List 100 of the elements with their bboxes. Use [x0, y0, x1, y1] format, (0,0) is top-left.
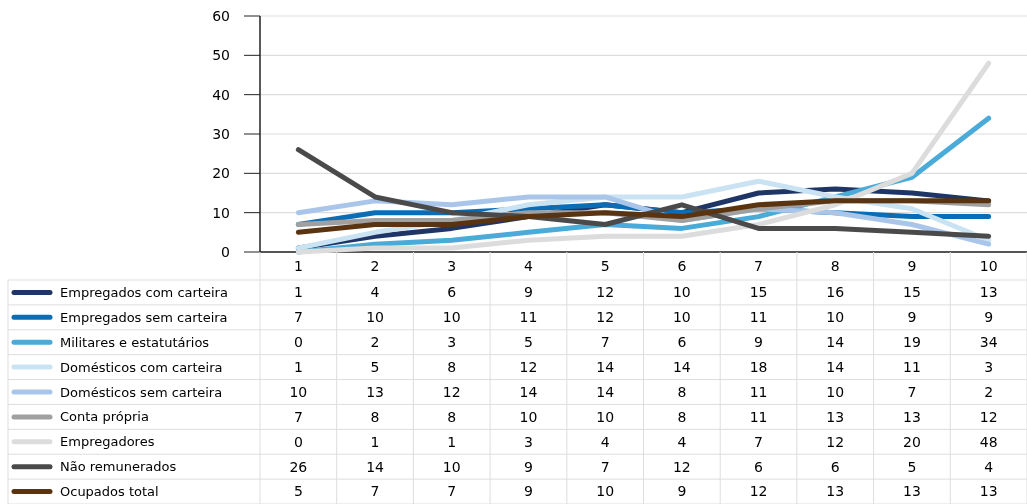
- x-tick-label: 4: [523, 257, 533, 274]
- data-label: 13: [366, 383, 384, 400]
- data-label: 10: [596, 408, 615, 425]
- data-label: 16: [826, 284, 845, 301]
- data-label: 10: [672, 284, 691, 301]
- data-label: 14: [519, 383, 538, 400]
- data-label: 10: [289, 383, 308, 400]
- legend-label: Empregados com carteira: [60, 284, 228, 300]
- data-label: 5: [293, 483, 303, 500]
- data-label: 13: [826, 408, 845, 425]
- data-label: 10: [826, 383, 845, 400]
- data-label: 11: [749, 309, 768, 326]
- data-label: 26: [289, 458, 308, 475]
- legend-label: Domésticos com carteira: [60, 359, 223, 375]
- data-label: 5: [907, 458, 917, 475]
- data-label: 4: [600, 433, 610, 450]
- y-tick-label: 60: [212, 7, 230, 24]
- data-label: 5: [370, 359, 380, 376]
- x-tick-label: 2: [370, 257, 380, 274]
- data-label: 11: [749, 383, 768, 400]
- data-label: 13: [903, 483, 921, 500]
- data-label: 9: [677, 483, 687, 500]
- data-label: 7: [754, 433, 764, 450]
- data-label: 13: [979, 284, 998, 301]
- legend-label: Domésticos sem carteira: [60, 384, 223, 400]
- data-label: 7: [600, 458, 610, 475]
- legend-label: Não remunerados: [60, 459, 177, 475]
- legend-label: Empregadores: [60, 434, 155, 450]
- legend-label: Conta própria: [60, 409, 149, 425]
- data-label: 6: [677, 334, 687, 351]
- data-label: 8: [677, 408, 687, 425]
- data-label: 3: [984, 359, 994, 376]
- data-label: 3: [447, 334, 457, 351]
- legend-label: Empregados sem carteira: [60, 309, 228, 325]
- data-label: 12: [672, 458, 691, 475]
- data-label: 9: [523, 458, 533, 475]
- data-label: 15: [749, 284, 768, 301]
- data-label: 6: [754, 458, 764, 475]
- data-label: 8: [447, 408, 457, 425]
- x-tick-label: 9: [907, 257, 917, 274]
- data-label: 6: [830, 458, 840, 475]
- data-label: 10: [519, 408, 538, 425]
- data-label: 9: [523, 483, 533, 500]
- data-label: 34: [979, 334, 998, 351]
- data-label: 48: [979, 433, 998, 450]
- data-label: 1: [370, 433, 380, 450]
- y-tick-label: 50: [212, 47, 230, 64]
- x-tick-label: 7: [754, 257, 764, 274]
- data-label: 11: [519, 309, 538, 326]
- y-tick-label: 20: [212, 165, 230, 182]
- data-label: 10: [672, 309, 691, 326]
- data-label: 14: [596, 383, 615, 400]
- data-label: 7: [370, 483, 380, 500]
- y-tick-label: 40: [212, 86, 230, 103]
- data-label: 13: [826, 483, 845, 500]
- data-label: 20: [903, 433, 921, 450]
- data-label: 14: [672, 359, 691, 376]
- x-tick-label: 3: [447, 257, 457, 274]
- data-label: 12: [826, 433, 845, 450]
- data-label: 3: [523, 433, 533, 450]
- data-label: 4: [984, 458, 994, 475]
- data-label: 14: [826, 359, 845, 376]
- data-label: 18: [749, 359, 768, 376]
- data-label: 12: [979, 408, 998, 425]
- data-label: 13: [979, 483, 998, 500]
- data-label: 14: [366, 458, 385, 475]
- data-label: 12: [442, 383, 461, 400]
- data-label: 14: [826, 334, 845, 351]
- x-tick-label: 8: [830, 257, 840, 274]
- x-tick-label: 5: [600, 257, 610, 274]
- data-label: 10: [826, 309, 845, 326]
- data-label: 11: [903, 359, 921, 376]
- data-label: 0: [293, 433, 303, 450]
- data-label: 1: [293, 284, 303, 301]
- data-label: 12: [596, 284, 615, 301]
- data-label: 9: [754, 334, 764, 351]
- data-label: 14: [596, 359, 615, 376]
- legend-label: Ocupados total: [60, 484, 159, 500]
- data-label: 9: [984, 309, 994, 326]
- data-label: 10: [442, 458, 461, 475]
- data-label: 7: [907, 383, 917, 400]
- data-label: 10: [596, 483, 615, 500]
- data-label: 15: [903, 284, 921, 301]
- data-label: 10: [366, 309, 384, 326]
- x-tick-label: 1: [293, 257, 303, 274]
- data-label: 7: [600, 334, 610, 351]
- y-tick-label: 10: [212, 204, 230, 221]
- data-label: 4: [370, 284, 380, 301]
- data-label: 4: [677, 433, 687, 450]
- data-label: 1: [293, 359, 303, 376]
- data-label: 0: [293, 334, 303, 351]
- data-label: 2: [370, 334, 380, 351]
- data-label: 11: [749, 408, 768, 425]
- x-tick-label: 10: [979, 257, 998, 274]
- y-tick-label: 30: [212, 125, 230, 142]
- data-label: 8: [447, 359, 457, 376]
- data-label: 8: [370, 408, 380, 425]
- data-label: 12: [749, 483, 768, 500]
- data-label: 7: [447, 483, 457, 500]
- data-label: 12: [519, 359, 538, 376]
